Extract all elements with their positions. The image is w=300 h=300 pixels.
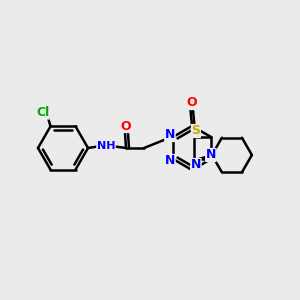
Text: N: N [165, 154, 175, 167]
Text: O: O [187, 97, 197, 110]
Text: O: O [121, 119, 131, 133]
Text: N: N [191, 158, 201, 172]
Text: S: S [191, 124, 200, 137]
Text: Cl: Cl [36, 106, 49, 119]
Text: N: N [206, 148, 216, 161]
Text: NH: NH [97, 141, 115, 151]
Text: N: N [165, 128, 175, 142]
